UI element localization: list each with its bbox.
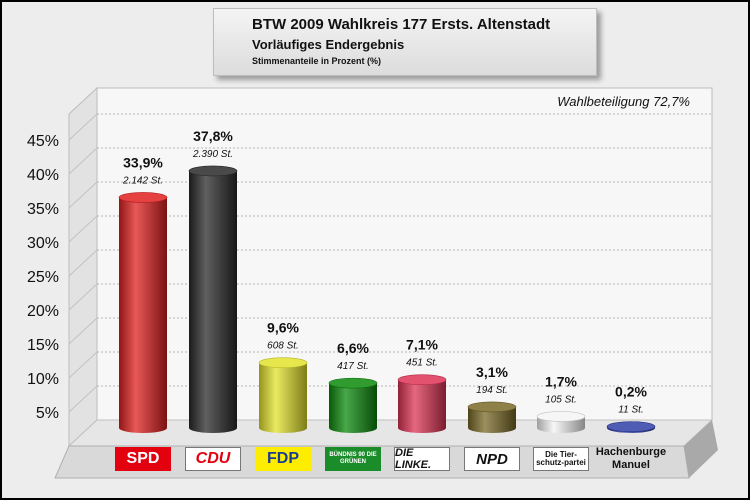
- y-tick-label: 10%: [27, 371, 59, 388]
- bar: [468, 406, 516, 433]
- bar-votes-label: 2.142 St.: [122, 175, 163, 186]
- linke-logo: DIE LINKE.: [394, 447, 450, 471]
- bar-top: [397, 374, 447, 386]
- gridline-side: [68, 385, 98, 413]
- cdu-logo: CDU: [185, 447, 241, 471]
- chart-title: BTW 2009 Wahlkreis 177 Ersts. Altenstadt: [252, 16, 551, 33]
- gridline-side: [68, 351, 98, 379]
- chart-subtitle: Vorläufiges Endergebnis: [252, 37, 405, 52]
- bar-votes-label: 608 St.: [267, 341, 299, 352]
- bar-votes-label: 2.390 St.: [192, 149, 233, 160]
- bar-votes-label: 451 St.: [406, 358, 438, 369]
- bar-top: [467, 401, 517, 413]
- bar: [189, 170, 237, 433]
- spd-logo: SPD: [115, 447, 171, 471]
- y-tick-label: 5%: [36, 405, 59, 422]
- bar-value-label: 33,9%: [123, 154, 163, 170]
- candidate-label: Hachenburge Manuel: [595, 446, 667, 471]
- bar-value-label: 0,2%: [615, 384, 647, 400]
- tierschutz-logo: Die Tier-schutz-partei: [533, 447, 589, 471]
- chart-base-side: [684, 420, 718, 478]
- y-tick-label: 45%: [27, 133, 59, 150]
- gridline-side: [68, 147, 98, 175]
- bar-value-label: 6,6%: [337, 340, 369, 356]
- bar-votes-label: 105 St.: [545, 394, 577, 405]
- bar-top: [328, 377, 378, 389]
- bar: [259, 362, 307, 433]
- y-tick-label: 20%: [27, 303, 59, 320]
- npd-logo: NPD: [464, 447, 520, 471]
- gridline-side: [68, 215, 98, 243]
- bar-value-label: 3,1%: [476, 364, 508, 380]
- bar-votes-label: 11 St.: [618, 405, 643, 416]
- gridline-side: [68, 249, 98, 277]
- bar: [398, 379, 446, 433]
- y-tick-label: 40%: [27, 167, 59, 184]
- gridline-side: [68, 113, 98, 141]
- y-tick-label: 25%: [27, 269, 59, 286]
- bar: [119, 197, 167, 433]
- bar-top: [118, 192, 168, 203]
- bar-votes-label: 194 St.: [476, 385, 508, 396]
- y-tick-label: 35%: [27, 201, 59, 218]
- bar-value-label: 9,6%: [267, 320, 299, 336]
- y-tick-label: 30%: [27, 235, 59, 252]
- turnout-label: Wahlbeteiligung 72,7%: [557, 94, 690, 109]
- chart-caption: Stimmenanteile in Prozent (%): [252, 56, 382, 66]
- title-box: BTW 2009 Wahlkreis 177 Ersts. Altenstadt…: [213, 8, 597, 76]
- bar-value-label: 37,8%: [193, 128, 233, 144]
- bar-top: [536, 411, 586, 422]
- bar-votes-label: 417 St.: [337, 361, 369, 372]
- gridline-side: [68, 283, 98, 311]
- fdp-logo: FDP: [255, 447, 311, 471]
- gridline-side: [68, 317, 98, 345]
- y-tick-label: 15%: [27, 337, 59, 354]
- bar: [329, 383, 377, 433]
- chart-side-wall: [68, 86, 98, 448]
- bar-value-label: 1,7%: [545, 373, 577, 389]
- bar-top: [258, 357, 308, 369]
- gruene-logo: BÜNDNIS 90 DIE GRÜNEN: [325, 447, 381, 471]
- bar-top: [606, 421, 656, 432]
- bar-value-label: 7,1%: [406, 337, 438, 353]
- gridline-side: [68, 181, 98, 209]
- bar-top: [188, 165, 238, 177]
